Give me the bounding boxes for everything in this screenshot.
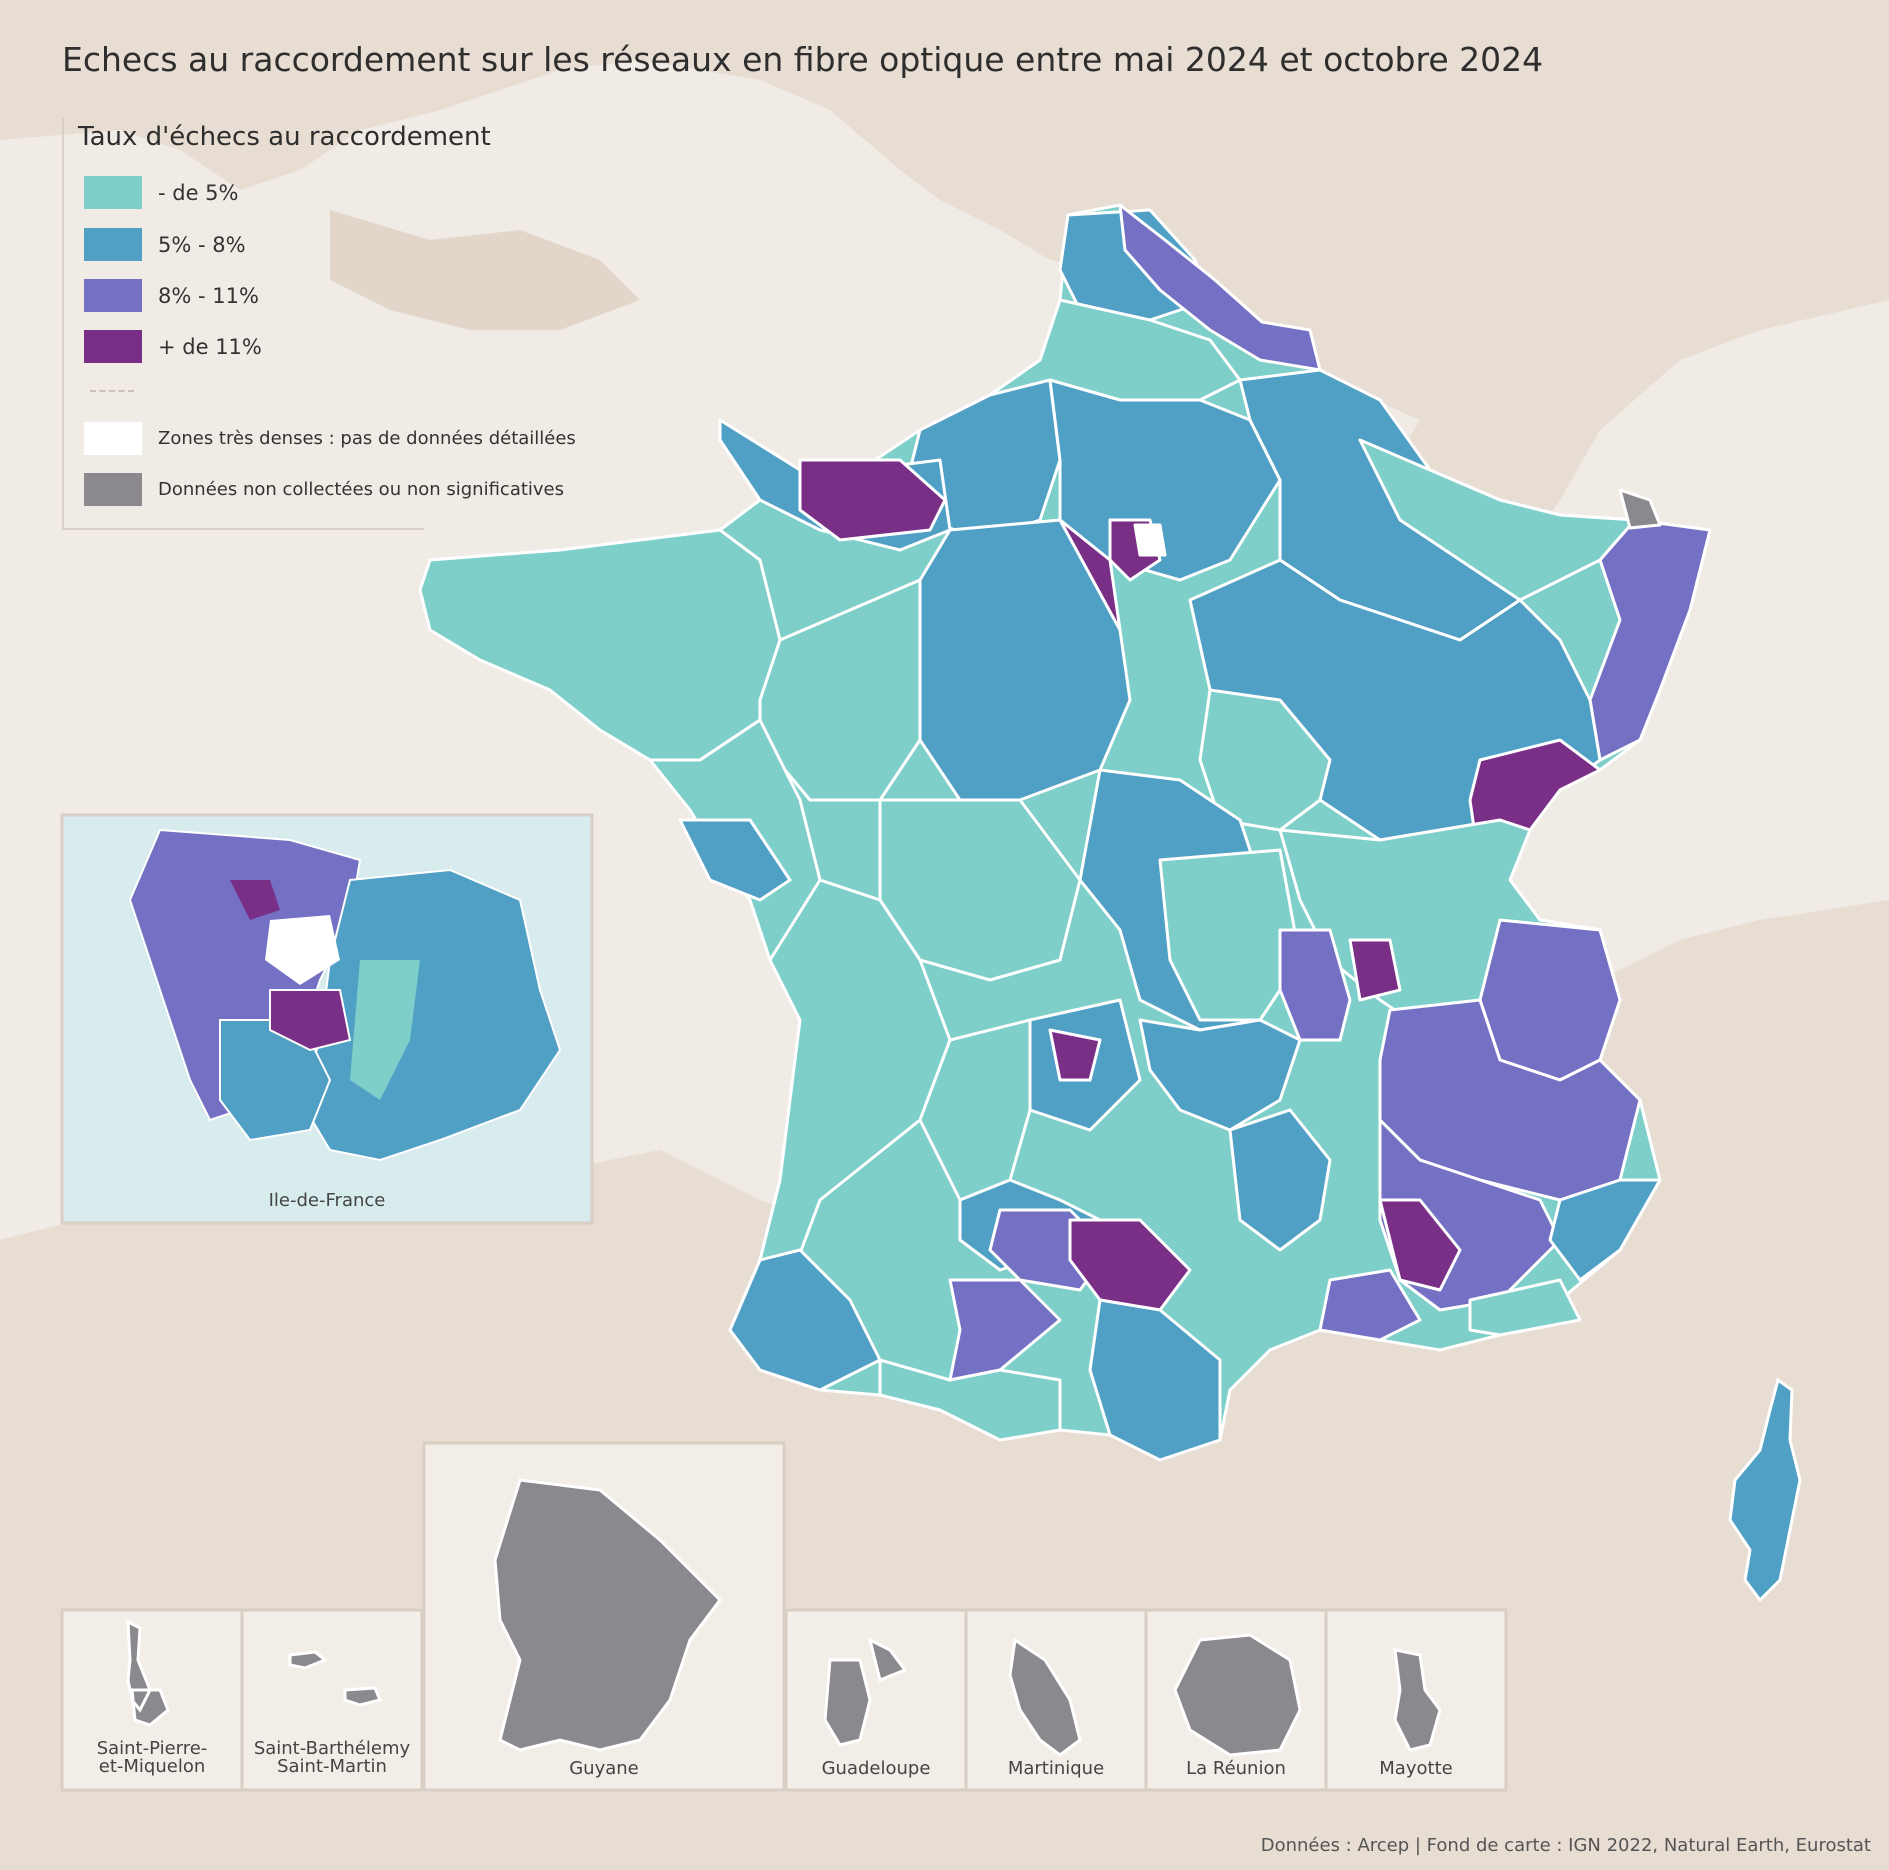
mayotte-shape: [1393, 1648, 1442, 1752]
corsica: [1728, 1377, 1802, 1603]
inset-label-martinique: Martinique: [1007, 1758, 1105, 1779]
legend-swatch: [84, 473, 142, 506]
legend-swatch: [84, 330, 142, 363]
legend-label: Zones très denses : pas de données détai…: [158, 428, 576, 449]
legend-swatch: [84, 176, 142, 209]
inset-label-idf: Ile-de-France: [268, 1190, 386, 1211]
reunion-shape: [1173, 1633, 1302, 1757]
legend-item-5-8: 5% - 8%: [84, 228, 246, 261]
legend-item-no-data: Données non collectées ou non significat…: [84, 473, 564, 506]
legend-label: + de 11%: [158, 334, 262, 359]
legend-title: Taux d'échecs au raccordement: [78, 122, 491, 152]
legend-label: - de 5%: [158, 180, 239, 205]
legend-dash: [90, 390, 134, 392]
inset-label-sbsm: Saint-Barthélemy Saint-Martin: [253, 1738, 411, 1777]
guyane-shape: [493, 1478, 722, 1752]
inset-label-guyane: Guyane: [569, 1758, 639, 1779]
legend-label: 8% - 11%: [158, 283, 259, 308]
inset-label-mayotte: Mayotte: [1379, 1758, 1453, 1779]
legend-item-over-11: + de 11%: [84, 330, 262, 363]
credits: Données : Arcep | Fond de carte : IGN 20…: [1260, 1835, 1871, 1856]
legend-swatch: [84, 422, 142, 455]
legend-swatch: [84, 279, 142, 312]
legend-item-dense-zones: Zones très denses : pas de données détai…: [84, 422, 576, 455]
sbsm-shape: [288, 1650, 383, 1707]
legend-item-under-5: - de 5%: [84, 176, 239, 209]
overseas-shapes: [126, 1478, 1442, 1757]
france-mainland: [418, 203, 1712, 1462]
legend-item-8-11: 8% - 11%: [84, 279, 259, 312]
inset-label-guadeloupe: Guadeloupe: [821, 1758, 931, 1779]
inset-label-reunion: La Réunion: [1186, 1758, 1286, 1779]
spm-shape: [126, 1619, 170, 1727]
idf-inset: [60, 813, 594, 1225]
inset-label-spm: Saint-Pierre- et-Miquelon: [96, 1738, 208, 1777]
map-title: Echecs au raccordement sur les réseaux e…: [62, 40, 1544, 79]
legend-swatch: [84, 228, 142, 261]
legend: Taux d'échecs au raccordement - de 5% 5%…: [62, 118, 576, 530]
legend-label: Données non collectées ou non significat…: [158, 479, 565, 500]
guadeloupe-shape: [823, 1637, 908, 1747]
legend-label: 5% - 8%: [158, 232, 246, 257]
martinique-shape: [1008, 1637, 1082, 1757]
